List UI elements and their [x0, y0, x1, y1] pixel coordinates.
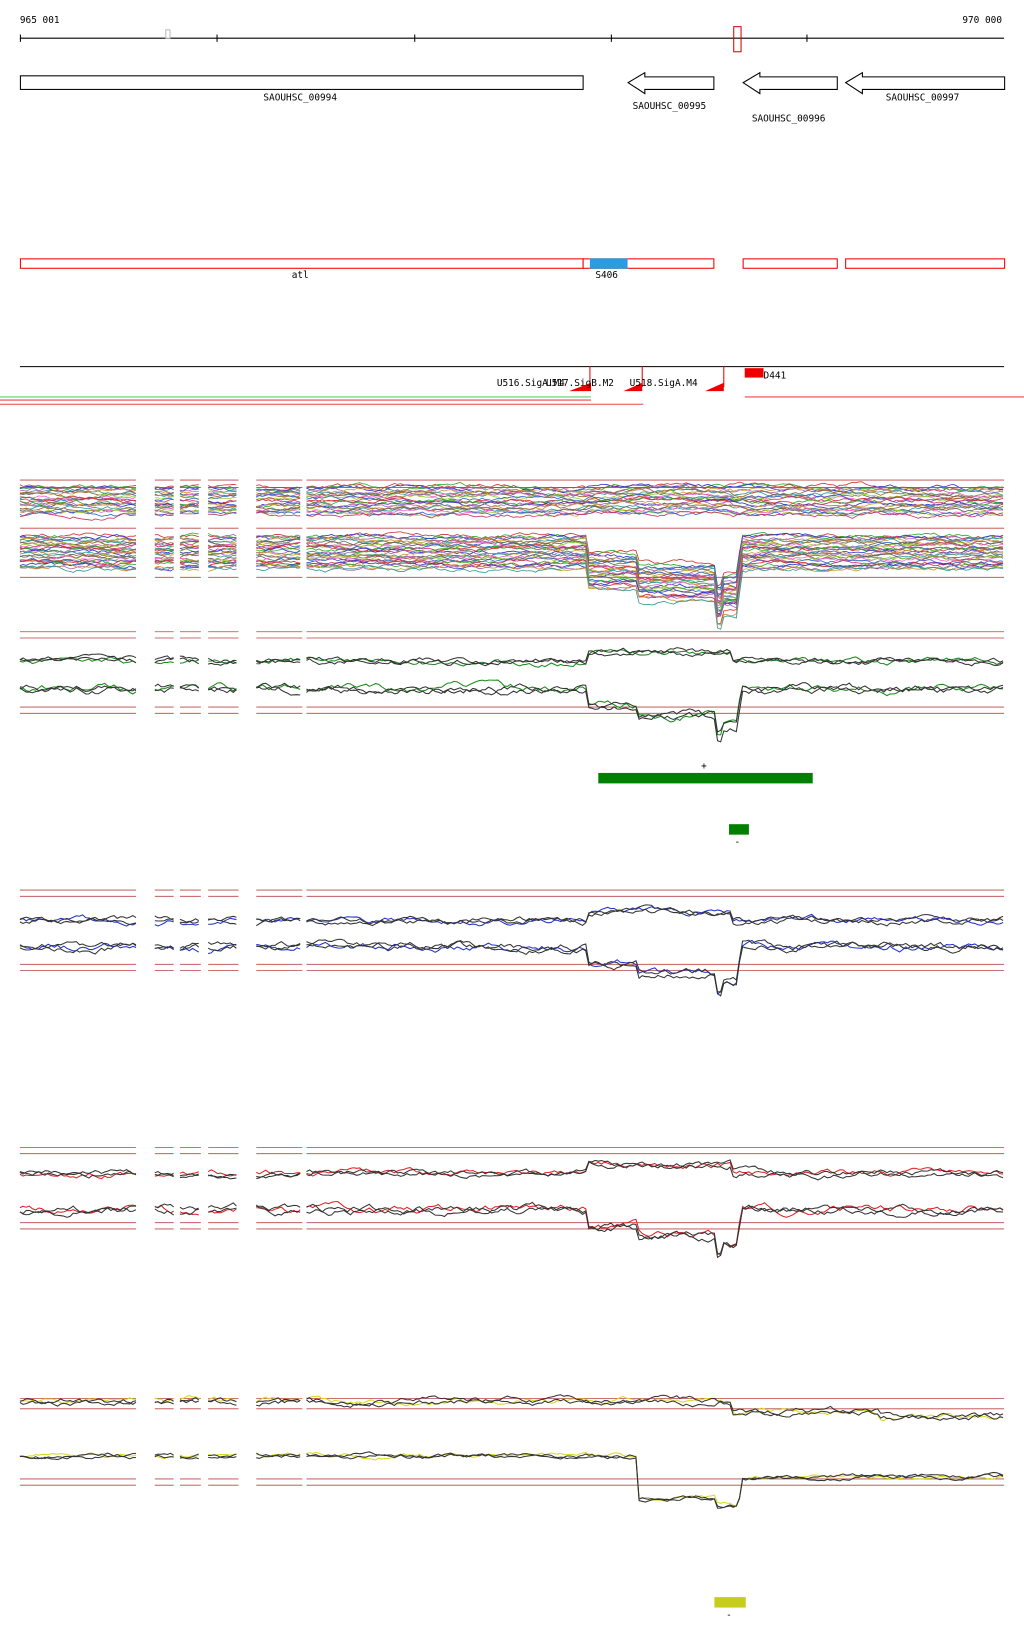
promoter-label: U518.SigA.M4	[630, 378, 698, 389]
trace	[19, 1201, 1004, 1259]
trace	[19, 506, 1004, 516]
trace	[19, 545, 1004, 604]
ruler-end: 970 000	[962, 15, 1002, 26]
promoter-label: D441	[764, 371, 787, 382]
trace	[19, 1160, 1004, 1181]
trace	[19, 683, 1004, 733]
trace	[19, 547, 1004, 612]
trace	[19, 1452, 1004, 1509]
trace	[19, 538, 1004, 598]
trace	[19, 562, 1004, 626]
segment-bars	[598, 772, 813, 1608]
trace	[19, 531, 1004, 587]
feature-label: atl	[292, 270, 309, 281]
trace	[19, 554, 1004, 611]
gene-label: SAOUHSC_00994	[263, 92, 337, 103]
trace	[19, 563, 1004, 630]
trace	[19, 647, 1004, 667]
trace	[19, 1451, 1004, 1509]
trace	[19, 534, 1004, 596]
trace	[19, 543, 1004, 603]
trace	[19, 939, 1004, 995]
feature-track	[19, 258, 1006, 269]
strand-label: -	[726, 1610, 732, 1621]
gene-label: SAOUHSC_00996	[752, 113, 826, 124]
trace	[19, 1161, 1004, 1180]
trace	[19, 940, 1004, 997]
gene-track	[19, 71, 1006, 95]
promoter-label: U516.SigA.M4	[497, 378, 565, 389]
gene-label: SAOUHSC_00995	[633, 101, 707, 112]
trace	[19, 536, 1004, 591]
promoter-label: U517.SigB.M2	[546, 378, 614, 389]
strand-label: -	[735, 837, 741, 848]
trace	[19, 1394, 1004, 1421]
trace	[19, 1451, 1004, 1508]
gene-label: SAOUHSC_00997	[886, 92, 960, 103]
trace	[19, 510, 1004, 521]
trace	[19, 488, 1004, 498]
trace	[19, 906, 1004, 927]
trace	[19, 508, 1004, 517]
trace	[19, 551, 1004, 614]
trace	[19, 500, 1004, 511]
trace	[19, 1201, 1004, 1256]
trace	[19, 486, 1004, 496]
feature-label: S406	[595, 270, 618, 281]
trace	[19, 491, 1004, 502]
trace	[19, 682, 1004, 743]
trace	[19, 556, 1004, 618]
trace	[19, 532, 1004, 589]
expression-traces	[19, 479, 1005, 1509]
trace	[19, 558, 1004, 612]
ruler	[19, 26, 1005, 53]
trace	[19, 484, 1004, 495]
trace	[19, 904, 1004, 927]
trace	[19, 1203, 1004, 1256]
ruler-start: 965 001	[20, 15, 60, 26]
promoter-track	[0, 366, 1024, 405]
trace	[19, 1394, 1004, 1421]
strand-label: +	[701, 761, 707, 772]
trace	[19, 649, 1004, 667]
trace	[19, 938, 1004, 993]
